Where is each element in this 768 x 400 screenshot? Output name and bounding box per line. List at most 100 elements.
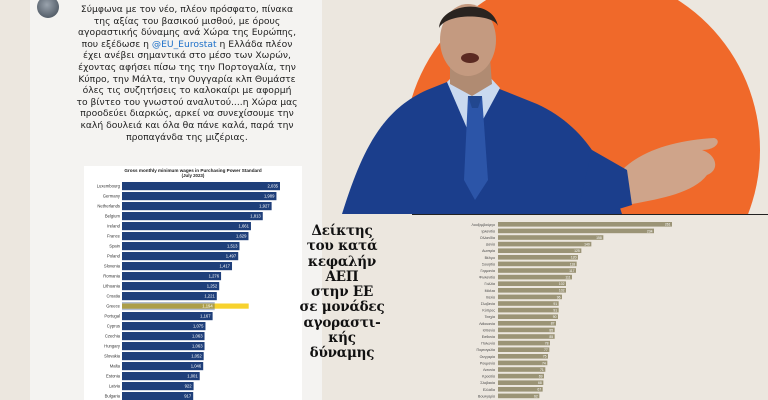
wage-value-label: 1,046: [191, 364, 202, 369]
gdp-bar: [498, 387, 543, 392]
avatar[interactable]: [37, 0, 59, 18]
gdp-country-label: Φινλανδία: [479, 276, 495, 280]
tweet-text: Σύμφωνα με τον νέο, πλέον πρόσφατο, πίνα…: [76, 4, 298, 143]
gdp-bar: [498, 314, 558, 319]
gdp-value-label: 125: [574, 249, 580, 253]
gdp-country-label: Γαλλία: [484, 282, 495, 286]
wage-value-label: 1,629: [236, 234, 247, 239]
gdp-value-label: 78: [545, 342, 549, 346]
gdp-value-label: 102: [559, 282, 565, 286]
gdp-country-label: Δανία: [486, 243, 495, 247]
wage-bar: [122, 212, 263, 221]
wage-bar: [122, 312, 213, 321]
gdp-bar: [498, 367, 546, 372]
gdp-bar: [498, 393, 540, 399]
gdp-bar: [498, 307, 559, 313]
wage-chart-title: Gross monthly minimum wages in Purchasin…: [124, 168, 262, 173]
wage-bar: [122, 182, 280, 191]
wage-country-label: Romania: [103, 274, 120, 279]
gdp-bar: [498, 380, 544, 385]
wage-bar: [122, 272, 222, 281]
gdp-per-capita-chart: Λουξεμβούργο 261 Ιρλανδία 234 Ολλανδία 158 Δαν…: [471, 222, 672, 399]
wage-value-label: 1,221: [204, 294, 215, 299]
wage-country-label: Estonia: [106, 374, 121, 379]
wage-value-label: 1,167: [200, 314, 211, 319]
gdp-bar: [498, 281, 566, 286]
gdp-country-label: Ελλάδα: [483, 388, 495, 392]
gdp-value-label: 67: [537, 388, 541, 392]
wage-value-label: 1,513: [227, 244, 238, 249]
gdp-value-label: 120: [571, 256, 577, 260]
gdp-country-label: Σλοβακία: [480, 381, 495, 385]
wage-bar: [122, 192, 277, 201]
gdp-value-label: 62: [534, 394, 538, 398]
gdp-country-label: Βέλγιο: [485, 256, 495, 260]
wage-value-label: 917: [184, 394, 192, 399]
wage-country-label: Malta: [110, 364, 121, 369]
wage-country-label: Greece: [106, 304, 120, 309]
wage-country-label: Latvia: [109, 384, 121, 389]
gdp-bar: [498, 340, 550, 346]
gdp-value-label: 71: [540, 368, 544, 372]
gdp-country-label: Ουγγαρία: [480, 355, 495, 359]
gdp-country-label: Λετονία: [483, 368, 495, 372]
gdp-value-label: 261: [665, 223, 671, 227]
gdp-value-label: 74: [542, 361, 546, 365]
wage-country-label: Poland: [107, 254, 121, 259]
gdp-bar: [498, 235, 604, 240]
gdp-country-label: Βουλγαρία: [478, 394, 495, 398]
gdp-value-label: 90: [553, 315, 557, 319]
gdp-value-label: 77: [544, 348, 548, 352]
wage-bar: [122, 232, 249, 241]
gdp-value-label: 118: [570, 262, 576, 266]
gdp-bar: [498, 294, 562, 300]
gdp-bar: [498, 228, 654, 234]
gdp-bar: [498, 268, 576, 273]
wage-value-label: 1,989: [264, 194, 275, 199]
wage-country-label: Slovakia: [104, 354, 120, 359]
wage-country-label: Cyprus: [107, 324, 120, 329]
wage-bar: [122, 242, 240, 251]
greece-highlight: [122, 303, 249, 309]
gdp-bar: [498, 288, 566, 293]
wage-value-label: 1,276: [209, 274, 220, 279]
wage-country-label: Czechia: [105, 334, 121, 339]
wage-bar: [122, 342, 205, 351]
gdp-value-label: 75: [543, 355, 547, 359]
gdp-country-label: Ισπανία: [483, 328, 495, 332]
gdp-value-label: 96: [557, 295, 561, 299]
gdp-bar: [498, 360, 548, 366]
wage-bar: [122, 252, 239, 261]
wage-country-label: Lithuania: [103, 284, 121, 289]
gdp-bar: [498, 261, 577, 267]
wage-bar: [122, 302, 215, 311]
gdp-country-label: Λιθουανία: [479, 322, 495, 326]
eurostat-link[interactable]: @EU_Eurostat: [151, 38, 217, 50]
gdp-country-label: Σουηδία: [482, 262, 495, 266]
wage-country-label: Slovenia: [104, 264, 121, 269]
wage-value-label: 1,075: [193, 324, 204, 329]
gdp-index-title: Δείκτης του κατά κεφαλήν ΑΕΠ στην ΕΕ σε …: [299, 223, 385, 362]
wage-country-label: Croatia: [107, 294, 121, 299]
wage-value-label: 1,063: [192, 344, 203, 349]
gdp-country-label: Μάλτα: [485, 289, 495, 293]
wage-country-label: Hungary: [104, 344, 121, 349]
gdp-bar: [498, 222, 672, 227]
divider-line: [412, 214, 768, 215]
gdp-country-label: Ιταλία: [486, 295, 495, 299]
wage-value-label: 1,417: [220, 264, 231, 269]
wage-country-label: Germany: [103, 194, 121, 199]
wage-value-label: 1,052: [191, 354, 202, 359]
wage-value-label: 1,813: [250, 214, 261, 219]
gdp-bar: [498, 354, 548, 359]
gdp-bar: [498, 334, 555, 339]
gdp-bar: [498, 301, 559, 306]
gdp-country-label: Λουξεμβούργο: [471, 223, 495, 227]
gdp-value-label: 117: [569, 269, 575, 273]
gdp-bar: [498, 241, 592, 247]
gdp-country-label: Εσθονία: [482, 335, 495, 339]
gdp-country-label: Κροατία: [482, 375, 495, 379]
gdp-bar: [498, 274, 572, 280]
wage-bar: [122, 262, 233, 271]
wage-value-label: 1,661: [238, 224, 249, 229]
